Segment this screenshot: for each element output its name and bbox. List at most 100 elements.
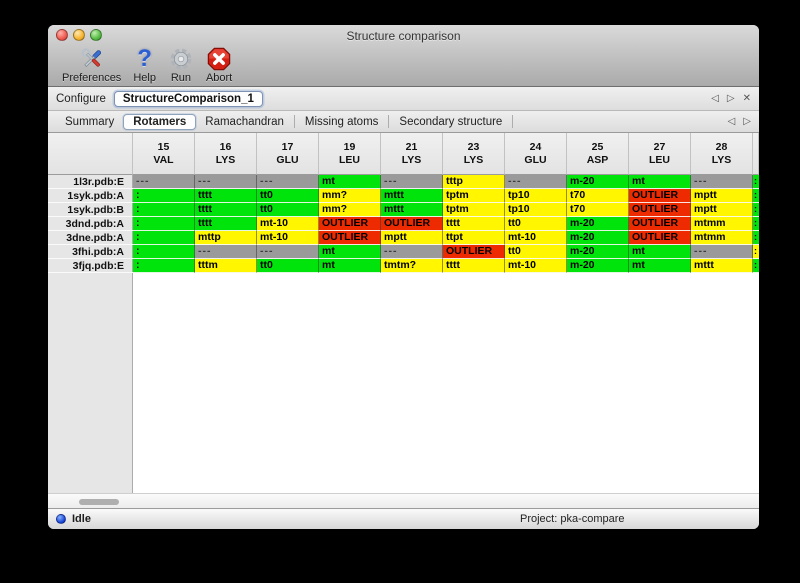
column-header-19[interactable]: 19 LEU	[319, 133, 381, 175]
rotamer-cell[interactable]: tttt	[195, 217, 257, 231]
rotamer-cell[interactable]: ---	[505, 175, 567, 189]
rotamer-cell[interactable]: ---	[133, 175, 195, 189]
rotamer-cell[interactable]: mt	[319, 175, 381, 189]
rotamer-cell[interactable]: mt-10	[505, 259, 567, 273]
row-header-1syk-pdb-a[interactable]: 1syk.pdb:A	[48, 189, 133, 203]
rotamer-cell[interactable]: :	[133, 231, 195, 245]
row-header-1l3r-pdb-e[interactable]: 1l3r.pdb:E	[48, 175, 133, 189]
column-header-17[interactable]: 17 GLU	[257, 133, 319, 175]
rotamer-cell[interactable]: tptm	[443, 189, 505, 203]
rotamer-cell[interactable]: mm?	[319, 189, 381, 203]
row-header-3fhi-pdb-a[interactable]: 3fhi.pdb:A	[48, 245, 133, 259]
row-header-3dne-pdb-a[interactable]: 3dne.pdb:A	[48, 231, 133, 245]
rotamer-cell[interactable]: :	[133, 259, 195, 273]
abort-button[interactable]: Abort	[200, 45, 238, 84]
rotamer-cell[interactable]: OUTLIER	[629, 203, 691, 217]
rotamer-cell[interactable]: ttpt	[443, 231, 505, 245]
rotamer-cell[interactable]: m-20	[567, 175, 629, 189]
help-button[interactable]: ? Help	[127, 45, 162, 84]
rotamer-cell[interactable]: mttt	[381, 203, 443, 217]
row-header-3fjq-pdb-e[interactable]: 3fjq.pdb:E	[48, 259, 133, 273]
tab-secondary-structure[interactable]: Secondary structure	[399, 115, 503, 128]
column-header-27[interactable]: 27 LEU	[629, 133, 691, 175]
rotamer-cell[interactable]: :	[133, 203, 195, 217]
rotamer-cell[interactable]: mt	[629, 245, 691, 259]
rotamer-cell[interactable]: ---	[691, 175, 753, 189]
rotamer-cell[interactable]: m-20	[567, 259, 629, 273]
rotamer-cell[interactable]: mptt	[691, 189, 753, 203]
rotamer-cell[interactable]: tmtm?	[381, 259, 443, 273]
preferences-button[interactable]: Preferences	[56, 45, 127, 84]
rotamer-cell[interactable]: mt	[629, 175, 691, 189]
rotamer-cell[interactable]: mttt	[691, 259, 753, 273]
rotamer-cell[interactable]: tttt	[443, 259, 505, 273]
tabs-scroll-left-icon[interactable]: ◁	[727, 115, 736, 127]
rotamer-cell[interactable]: :	[133, 189, 195, 203]
rotamer-cell[interactable]: mtmm	[691, 217, 753, 231]
rotamer-cell[interactable]: mptt	[381, 231, 443, 245]
rotamer-cell[interactable]: mttp	[195, 231, 257, 245]
column-header-16[interactable]: 16 LYS	[195, 133, 257, 175]
rotamer-cell[interactable]: OUTLIER	[443, 245, 505, 259]
rotamer-cell[interactable]: tp10	[505, 189, 567, 203]
minimize-button[interactable]	[73, 29, 85, 41]
rotamer-cell[interactable]: ---	[257, 175, 319, 189]
run-button[interactable]: Run	[162, 45, 200, 84]
rotamer-cell[interactable]: tttp	[443, 175, 505, 189]
row-header-1syk-pdb-b[interactable]: 1syk.pdb:B	[48, 203, 133, 217]
rotamer-cell[interactable]: mt-10	[505, 231, 567, 245]
rotamer-cell[interactable]: tt0	[257, 189, 319, 203]
rotamer-cell[interactable]: ---	[257, 245, 319, 259]
column-header-25[interactable]: 25 ASP	[567, 133, 629, 175]
rotamer-cell[interactable]: mttt	[381, 189, 443, 203]
titlebar[interactable]: Structure comparison	[48, 25, 759, 45]
rotamer-cell[interactable]: OUTLIER	[381, 217, 443, 231]
tab-rotamers[interactable]: Rotamers	[123, 113, 197, 130]
rotamer-cell[interactable]: tttm	[195, 259, 257, 273]
rotamer-cell[interactable]: ---	[691, 245, 753, 259]
rotamer-cell[interactable]: tttt	[443, 217, 505, 231]
tab-summary[interactable]: Summary	[65, 115, 115, 128]
rotamer-cell[interactable]: tt0	[505, 217, 567, 231]
rotamer-cell[interactable]: :	[133, 217, 195, 231]
rotamer-cell[interactable]: OUTLIER	[629, 217, 691, 231]
scrollbar-thumb[interactable]	[79, 499, 119, 505]
row-header-3dnd-pdb-a[interactable]: 3dnd.pdb:A	[48, 217, 133, 231]
rotamer-cell[interactable]: tttt	[195, 189, 257, 203]
close-button[interactable]	[56, 29, 68, 41]
rotamer-cell[interactable]: ---	[381, 175, 443, 189]
rotamer-cell[interactable]: mt-10	[257, 217, 319, 231]
rotamer-cell[interactable]: mt	[629, 259, 691, 273]
rotamer-cell[interactable]: ---	[195, 245, 257, 259]
rotamer-cell[interactable]: OUTLIER	[629, 231, 691, 245]
rotamer-cell[interactable]: tt0	[257, 259, 319, 273]
rotamer-cell[interactable]: tt0	[257, 203, 319, 217]
rotamer-cell[interactable]: OUTLIER	[319, 231, 381, 245]
rotamer-cell[interactable]: OUTLIER	[319, 217, 381, 231]
rotamer-cell[interactable]: m-20	[567, 231, 629, 245]
column-header-21[interactable]: 21 LYS	[381, 133, 443, 175]
rotamer-cell[interactable]: tt0	[505, 245, 567, 259]
rotamer-cell[interactable]: mptt	[691, 203, 753, 217]
close-session-icon[interactable]: ✕	[742, 92, 751, 104]
rotamer-cell[interactable]: mt-10	[257, 231, 319, 245]
scroll-left-icon[interactable]: ◁	[711, 92, 719, 104]
rotamer-cell[interactable]: t70	[567, 189, 629, 203]
rotamer-cell[interactable]: mt	[319, 259, 381, 273]
rotamer-cell[interactable]: ---	[195, 175, 257, 189]
column-header-15[interactable]: 15 VAL	[133, 133, 195, 175]
session-tab[interactable]: StructureComparison_1	[113, 90, 263, 107]
rotamer-cell[interactable]: mt	[319, 245, 381, 259]
rotamer-cell[interactable]: :	[133, 245, 195, 259]
rotamer-cell[interactable]: t70	[567, 203, 629, 217]
column-header-23[interactable]: 23 LYS	[443, 133, 505, 175]
rotamer-cell[interactable]: mm?	[319, 203, 381, 217]
scroll-right-icon[interactable]: ▷	[726, 92, 735, 104]
zoom-button[interactable]	[90, 29, 102, 41]
tabs-scroll-right-icon[interactable]: ▷	[743, 115, 751, 127]
rotamer-cell[interactable]: tp10	[505, 203, 567, 217]
column-header-24[interactable]: 24 GLU	[505, 133, 567, 175]
rotamer-cell[interactable]: OUTLIER	[629, 189, 691, 203]
rotamer-cell[interactable]: ---	[381, 245, 443, 259]
horizontal-scrollbar[interactable]	[48, 493, 759, 508]
